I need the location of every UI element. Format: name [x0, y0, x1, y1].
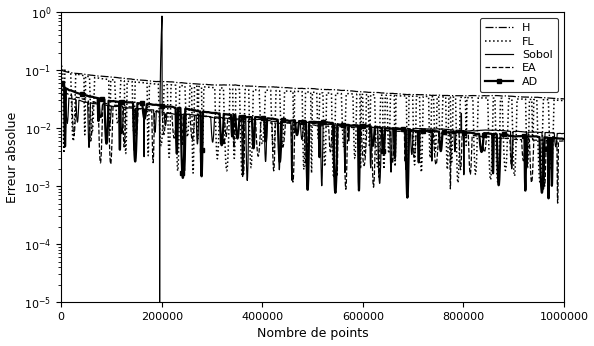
EA — [251, 120, 258, 124]
EA — [554, 201, 561, 205]
EA — [551, 139, 558, 143]
Sobol — [560, 131, 567, 136]
FL — [145, 130, 152, 134]
Sobol — [145, 108, 152, 112]
H — [560, 97, 567, 101]
Sobol — [159, 14, 166, 18]
Y-axis label: Erreur absolue: Erreur absolue — [5, 111, 18, 203]
H — [560, 97, 567, 101]
H — [497, 94, 504, 98]
H — [115, 76, 122, 80]
Sobol — [497, 128, 504, 133]
H — [551, 96, 558, 100]
EA — [497, 136, 504, 140]
EA — [115, 103, 122, 108]
H — [251, 84, 258, 88]
AD — [545, 196, 552, 200]
Sobol — [156, 300, 163, 304]
Line: EA: EA — [62, 88, 564, 203]
Sobol — [251, 117, 258, 121]
FL — [251, 88, 258, 92]
AD — [145, 102, 152, 106]
X-axis label: Nombre de points: Nombre de points — [257, 327, 368, 340]
H — [145, 79, 152, 83]
Line: H: H — [62, 70, 564, 99]
EA — [58, 85, 65, 90]
AD — [497, 159, 504, 163]
H — [273, 85, 280, 89]
EA — [273, 121, 280, 125]
Sobol — [551, 133, 558, 137]
Line: AD: AD — [59, 81, 566, 200]
Sobol — [58, 91, 65, 95]
Line: Sobol: Sobol — [62, 16, 564, 302]
FL — [560, 99, 567, 103]
AD — [115, 100, 122, 104]
EA — [560, 139, 567, 143]
AD — [251, 138, 258, 142]
EA — [145, 109, 152, 113]
AD — [273, 117, 280, 121]
Line: FL: FL — [62, 66, 564, 183]
FL — [58, 64, 65, 68]
H — [58, 68, 65, 72]
AD — [551, 136, 558, 140]
Sobol — [115, 104, 122, 109]
AD — [560, 137, 567, 141]
AD — [58, 81, 65, 85]
FL — [273, 89, 280, 93]
Legend: H, FL, Sobol, EA, AD: H, FL, Sobol, EA, AD — [480, 18, 558, 92]
FL — [551, 98, 558, 102]
FL — [115, 113, 122, 117]
FL — [497, 120, 504, 124]
FL — [536, 181, 544, 185]
Sobol — [273, 119, 280, 123]
